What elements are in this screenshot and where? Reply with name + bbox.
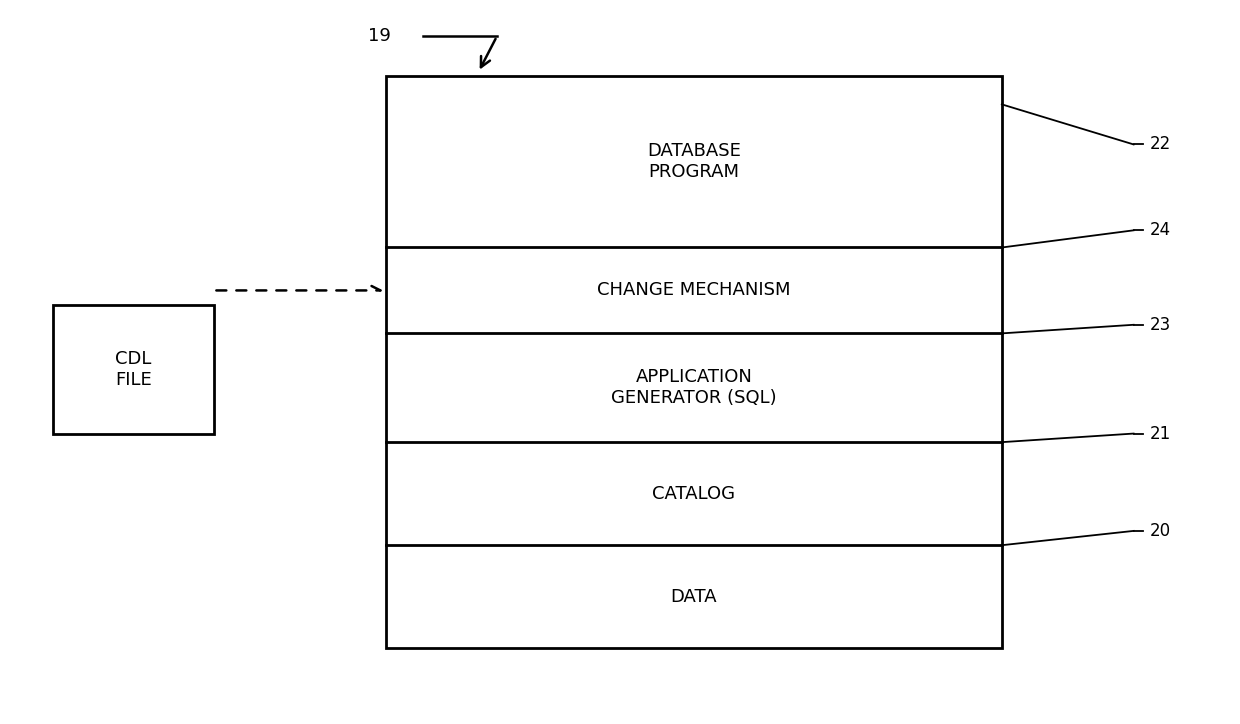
Text: CDL
FILE: CDL FILE	[115, 350, 151, 389]
Text: 21: 21	[1149, 424, 1171, 442]
Text: 19: 19	[367, 28, 391, 46]
Text: CATALOG: CATALOG	[652, 484, 735, 502]
Text: 22: 22	[1149, 135, 1171, 153]
Text: DATABASE
PROGRAM: DATABASE PROGRAM	[647, 142, 740, 181]
Text: APPLICATION
GENERATOR (SQL): APPLICATION GENERATOR (SQL)	[611, 369, 776, 407]
Text: 23: 23	[1149, 316, 1171, 334]
Text: CHANGE MECHANISM: CHANGE MECHANISM	[598, 282, 791, 300]
Text: DATA: DATA	[671, 588, 717, 606]
Bar	[53, 305, 213, 434]
Text: 20: 20	[1149, 522, 1171, 540]
Bar	[386, 76, 1002, 648]
Text: 24: 24	[1149, 222, 1171, 240]
